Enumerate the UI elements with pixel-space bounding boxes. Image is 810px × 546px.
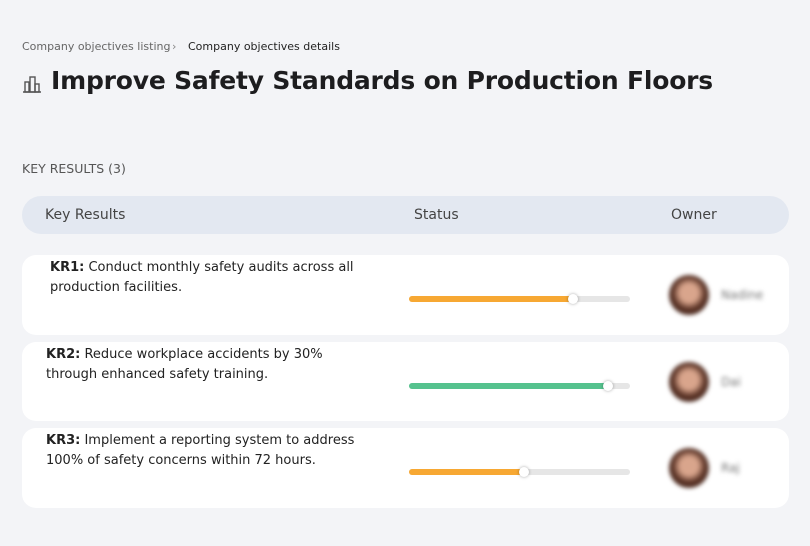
key-result-description: Implement a reporting system to address … — [46, 433, 355, 468]
key-result-id: KR2: — [46, 347, 81, 362]
column-header: Status — [414, 207, 459, 223]
owner-avatar — [669, 448, 709, 488]
column-header: Key Results — [45, 207, 126, 223]
key-result-id: KR3: — [46, 433, 81, 448]
progress-track — [409, 467, 630, 477]
progress-knob — [518, 467, 529, 477]
page-title: Improve Safety Standards on Production F… — [51, 66, 713, 95]
key-result-text: KR1: Conduct monthly safety audits acros… — [50, 258, 380, 298]
key-result-description: Reduce workplace accidents by 30% throug… — [46, 347, 323, 382]
progress-knob — [602, 380, 613, 391]
title-icon — [23, 76, 41, 93]
key-result-text: KR3: Implement a reporting system to add… — [46, 431, 376, 471]
table-header — [22, 196, 789, 234]
key-result-description: Conduct monthly safety audits across all… — [50, 260, 354, 295]
key-result-card[interactable] — [22, 342, 789, 421]
key-result-text: KR2: Reduce workplace accidents by 30% t… — [46, 345, 376, 385]
owner-name: Raj — [721, 461, 740, 475]
column-header: Owner — [671, 207, 717, 223]
section-label: KEY RESULTS (3) — [22, 161, 126, 176]
owner-name: Nadine — [721, 288, 764, 302]
progress-track — [409, 380, 630, 391]
breadcrumb-link[interactable]: Company objectives listing — [22, 40, 171, 53]
progress-track — [409, 294, 630, 304]
key-result-id: KR1: — [50, 260, 85, 275]
owner-avatar — [669, 361, 709, 402]
breadcrumb-current: Company objectives details — [188, 40, 340, 53]
progress-knob — [567, 294, 578, 304]
progress-fill — [409, 296, 573, 302]
owner-avatar — [669, 275, 709, 315]
progress-fill — [409, 469, 524, 475]
key-result-card[interactable] — [22, 428, 789, 508]
progress-fill — [409, 382, 608, 389]
key-result-card[interactable] — [22, 255, 789, 335]
breadcrumb-separator: › — [172, 40, 177, 53]
owner-name: Dai — [721, 374, 741, 389]
